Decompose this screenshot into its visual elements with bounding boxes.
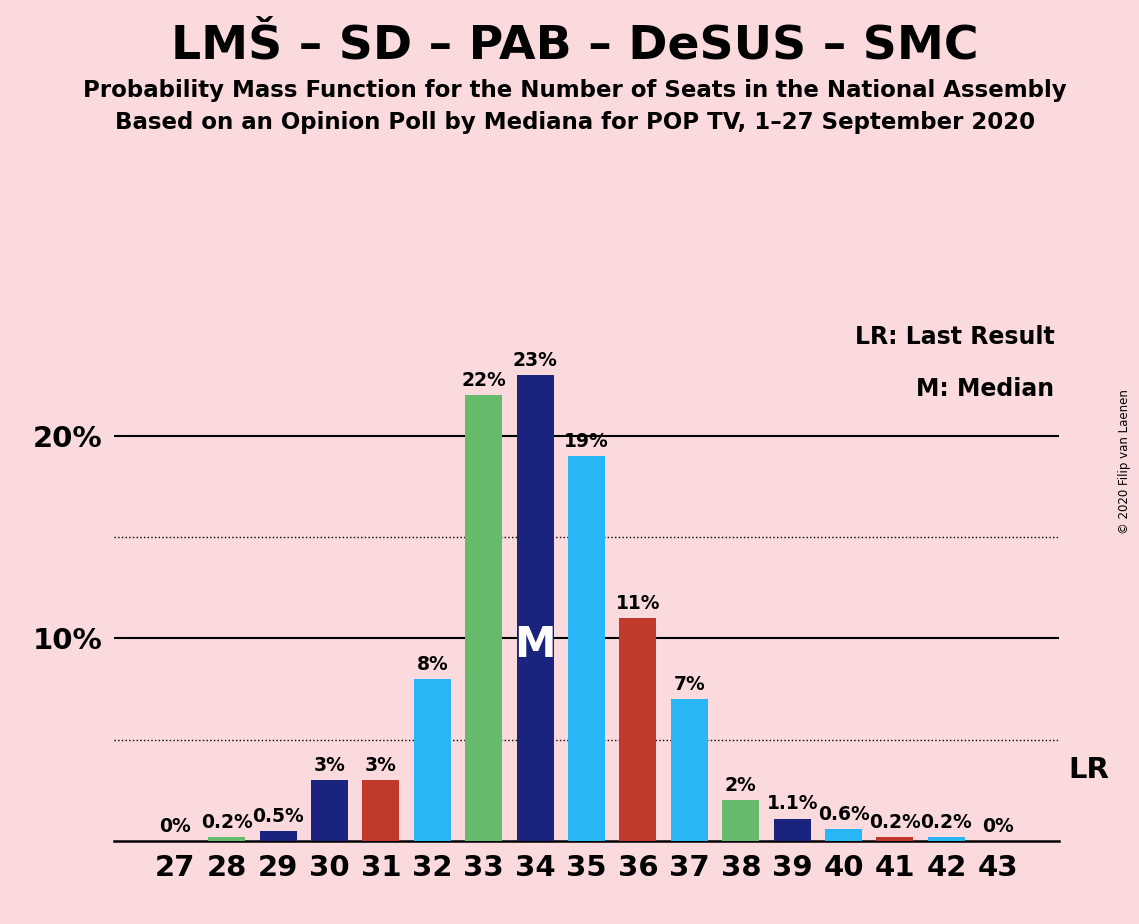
- Bar: [825, 829, 862, 841]
- Text: 19%: 19%: [564, 432, 609, 451]
- Text: 3%: 3%: [364, 756, 396, 775]
- Bar: [362, 780, 400, 841]
- Text: 0.2%: 0.2%: [920, 813, 973, 832]
- Bar: [877, 837, 913, 841]
- Bar: [722, 800, 760, 841]
- Text: 22%: 22%: [461, 371, 506, 390]
- Bar: [465, 395, 502, 841]
- Text: M: Median: M: Median: [917, 377, 1055, 401]
- Text: 0.2%: 0.2%: [200, 813, 253, 832]
- Bar: [568, 456, 605, 841]
- Bar: [517, 375, 554, 841]
- Text: Based on an Opinion Poll by Mediana for POP TV, 1–27 September 2020: Based on an Opinion Poll by Mediana for …: [115, 111, 1035, 134]
- Text: LMŠ – SD – PAB – DeSUS – SMC: LMŠ – SD – PAB – DeSUS – SMC: [171, 23, 980, 68]
- Bar: [671, 699, 708, 841]
- Text: 23%: 23%: [513, 351, 558, 370]
- Text: 0%: 0%: [982, 817, 1014, 836]
- Bar: [260, 831, 296, 841]
- Text: Probability Mass Function for the Number of Seats in the National Assembly: Probability Mass Function for the Number…: [83, 79, 1067, 102]
- Text: 0.6%: 0.6%: [818, 805, 869, 823]
- Text: 7%: 7%: [673, 675, 705, 694]
- Text: M: M: [515, 624, 556, 666]
- Text: © 2020 Filip van Laenen: © 2020 Filip van Laenen: [1118, 390, 1131, 534]
- Bar: [928, 837, 965, 841]
- Bar: [413, 679, 451, 841]
- Bar: [773, 819, 811, 841]
- Text: 0.2%: 0.2%: [869, 813, 920, 832]
- Text: LR: LR: [1068, 756, 1109, 784]
- Text: 1.1%: 1.1%: [767, 795, 818, 813]
- Bar: [208, 837, 245, 841]
- Text: 11%: 11%: [616, 594, 661, 613]
- Bar: [620, 618, 656, 841]
- Text: LR: Last Result: LR: Last Result: [854, 324, 1055, 348]
- Text: 3%: 3%: [313, 756, 345, 775]
- Text: 8%: 8%: [417, 655, 449, 674]
- Text: 0.5%: 0.5%: [253, 807, 304, 826]
- Text: 2%: 2%: [724, 776, 756, 796]
- Bar: [311, 780, 349, 841]
- Text: 0%: 0%: [159, 817, 191, 836]
